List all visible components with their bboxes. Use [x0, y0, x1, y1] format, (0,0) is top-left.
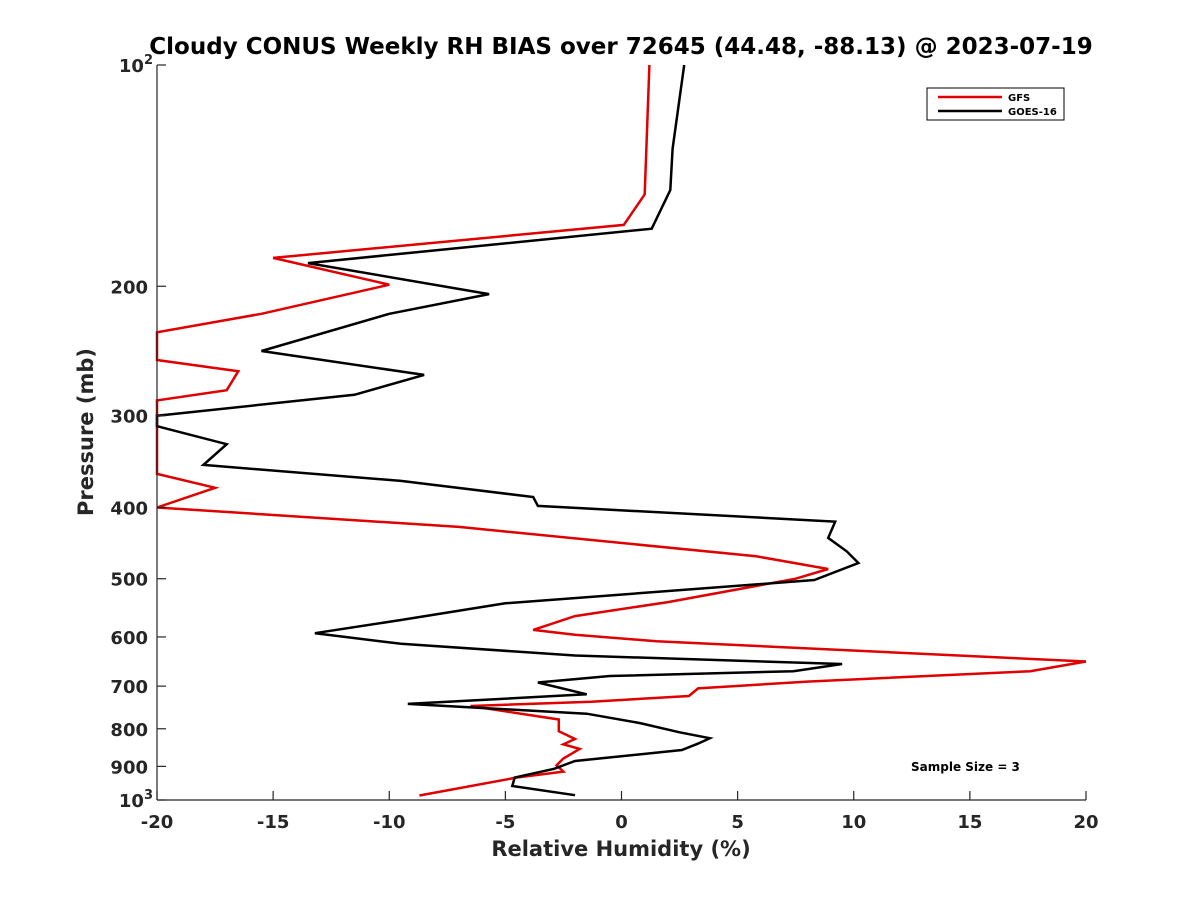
- x-tick-label: -15: [257, 812, 290, 833]
- x-tick-label: -10: [373, 812, 406, 833]
- y-tick-label: 200: [110, 277, 148, 298]
- chart-title: Cloudy CONUS Weekly RH BIAS over 72645 (…: [149, 34, 1092, 60]
- y-tick-label: 800: [110, 720, 148, 741]
- sample-size-annotation: Sample Size = 3: [911, 760, 1020, 774]
- x-axis-label: Relative Humidity (%): [491, 837, 750, 861]
- y-tick-label: 400: [110, 499, 148, 520]
- y-tick-label: 600: [110, 628, 148, 649]
- x-tick-label: -5: [495, 812, 515, 833]
- x-ticks: -20 -15 -10 -5 0 5 10 15 20: [141, 791, 1099, 833]
- y-tick-label: 300: [110, 407, 148, 428]
- legend-label-goes16: GOES-16: [1008, 107, 1057, 118]
- x-tick-label: 20: [1073, 812, 1098, 833]
- legend: GFS GOES-16: [926, 87, 1065, 121]
- legend-label-gfs: GFS: [1008, 93, 1030, 104]
- y-tick-label: 700: [110, 677, 148, 698]
- y-tick-label: 500: [110, 570, 148, 591]
- y-tick-label: 102: [119, 53, 153, 77]
- y-ticks: 102 200 300 400 500 600 700 800 900 103: [110, 53, 166, 812]
- y-tick-label: 900: [110, 757, 148, 778]
- plot-area: [157, 65, 1086, 800]
- x-tick-label: 0: [615, 812, 628, 833]
- legend-box: [926, 87, 1065, 121]
- y-axis-label: Pressure (mb): [74, 348, 98, 516]
- x-tick-label: 10: [841, 812, 866, 833]
- x-tick-label: 5: [731, 812, 744, 833]
- y-tick-label: 103: [119, 788, 153, 812]
- series-line-goes16: [155, 64, 861, 797]
- x-tick-label: 15: [957, 812, 982, 833]
- x-tick-label: -20: [141, 812, 174, 833]
